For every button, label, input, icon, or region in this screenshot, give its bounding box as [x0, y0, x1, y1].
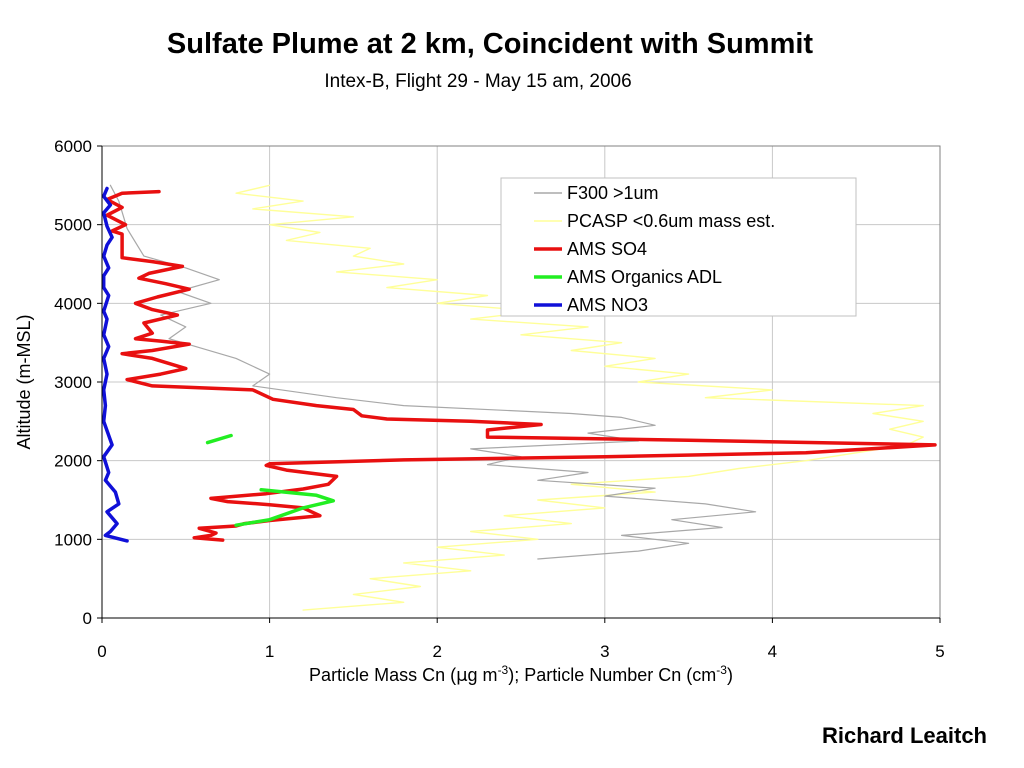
y-tick-label: 1000 [54, 530, 92, 549]
x-tick-label: 4 [768, 642, 777, 661]
x-tick-label: 3 [600, 642, 609, 661]
y-tick-label: 4000 [54, 294, 92, 313]
y-tick-label: 6000 [54, 137, 92, 156]
y-tick-label: 5000 [54, 216, 92, 235]
legend-label-f300-1um: F300 >1um [567, 183, 659, 203]
legend-label-ams-so4: AMS SO4 [567, 239, 647, 259]
y-axis-label: Altitude (m-MSL) [14, 314, 34, 449]
series-line-ams-so4 [105, 189, 937, 542]
axes: 0 1000 2000 3000 4000 5000 6000 0 1 2 3 4 5 [54, 137, 945, 661]
series-line-ams-organics-adl [205, 433, 233, 445]
chart-subtitle: Intex-B, Flight 29 - May 15 am, 2006 [324, 71, 632, 92]
x-tick-label: 5 [935, 642, 944, 661]
legend-label-ams-organics-adl: AMS Organics ADL [567, 267, 722, 287]
legend: F300 >1um PCASP <0.6um mass est. AMS SO4 AM… [500, 177, 857, 317]
x-tick-label: 2 [432, 642, 441, 661]
y-tick-label: 2000 [54, 452, 92, 471]
author-credit: Richard Leaitch [821, 723, 987, 748]
series-line-pcasp-0-6um-mass-est [235, 184, 924, 611]
legend-box [500, 177, 857, 317]
legend-label-ams-no3: AMS NO3 [567, 295, 648, 315]
y-tick-label: 0 [83, 609, 92, 628]
chart-title: Sulfate Plume at 2 km, Coincident with S… [166, 28, 814, 60]
series-line-ams-organics-adl [234, 488, 336, 527]
y-tick-label: 3000 [54, 373, 92, 392]
series-line-ams-no3 [101, 186, 129, 543]
legend-label-pcasp-0-6um-mass-est: PCASP <0.6um mass est. [567, 211, 775, 231]
x-tick-label: 0 [97, 642, 106, 661]
x-tick-label: 1 [265, 642, 274, 661]
x-axis-label: Particle Mass Cn (μg m-3); Particle Numb… [309, 663, 733, 686]
data-series [101, 184, 937, 611]
